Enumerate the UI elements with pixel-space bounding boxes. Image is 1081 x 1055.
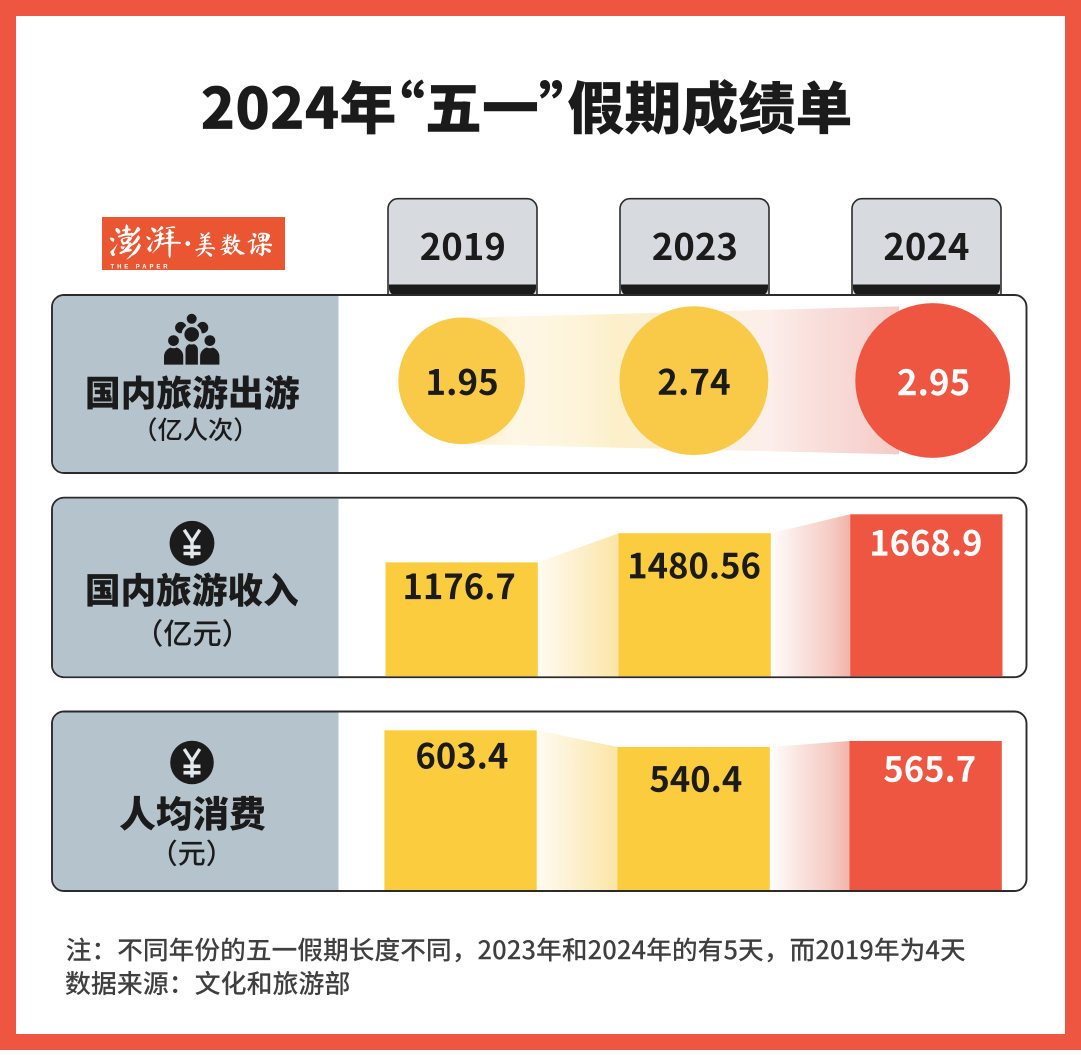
svg-text:THE PAPER: THE PAPER: [111, 265, 171, 271]
